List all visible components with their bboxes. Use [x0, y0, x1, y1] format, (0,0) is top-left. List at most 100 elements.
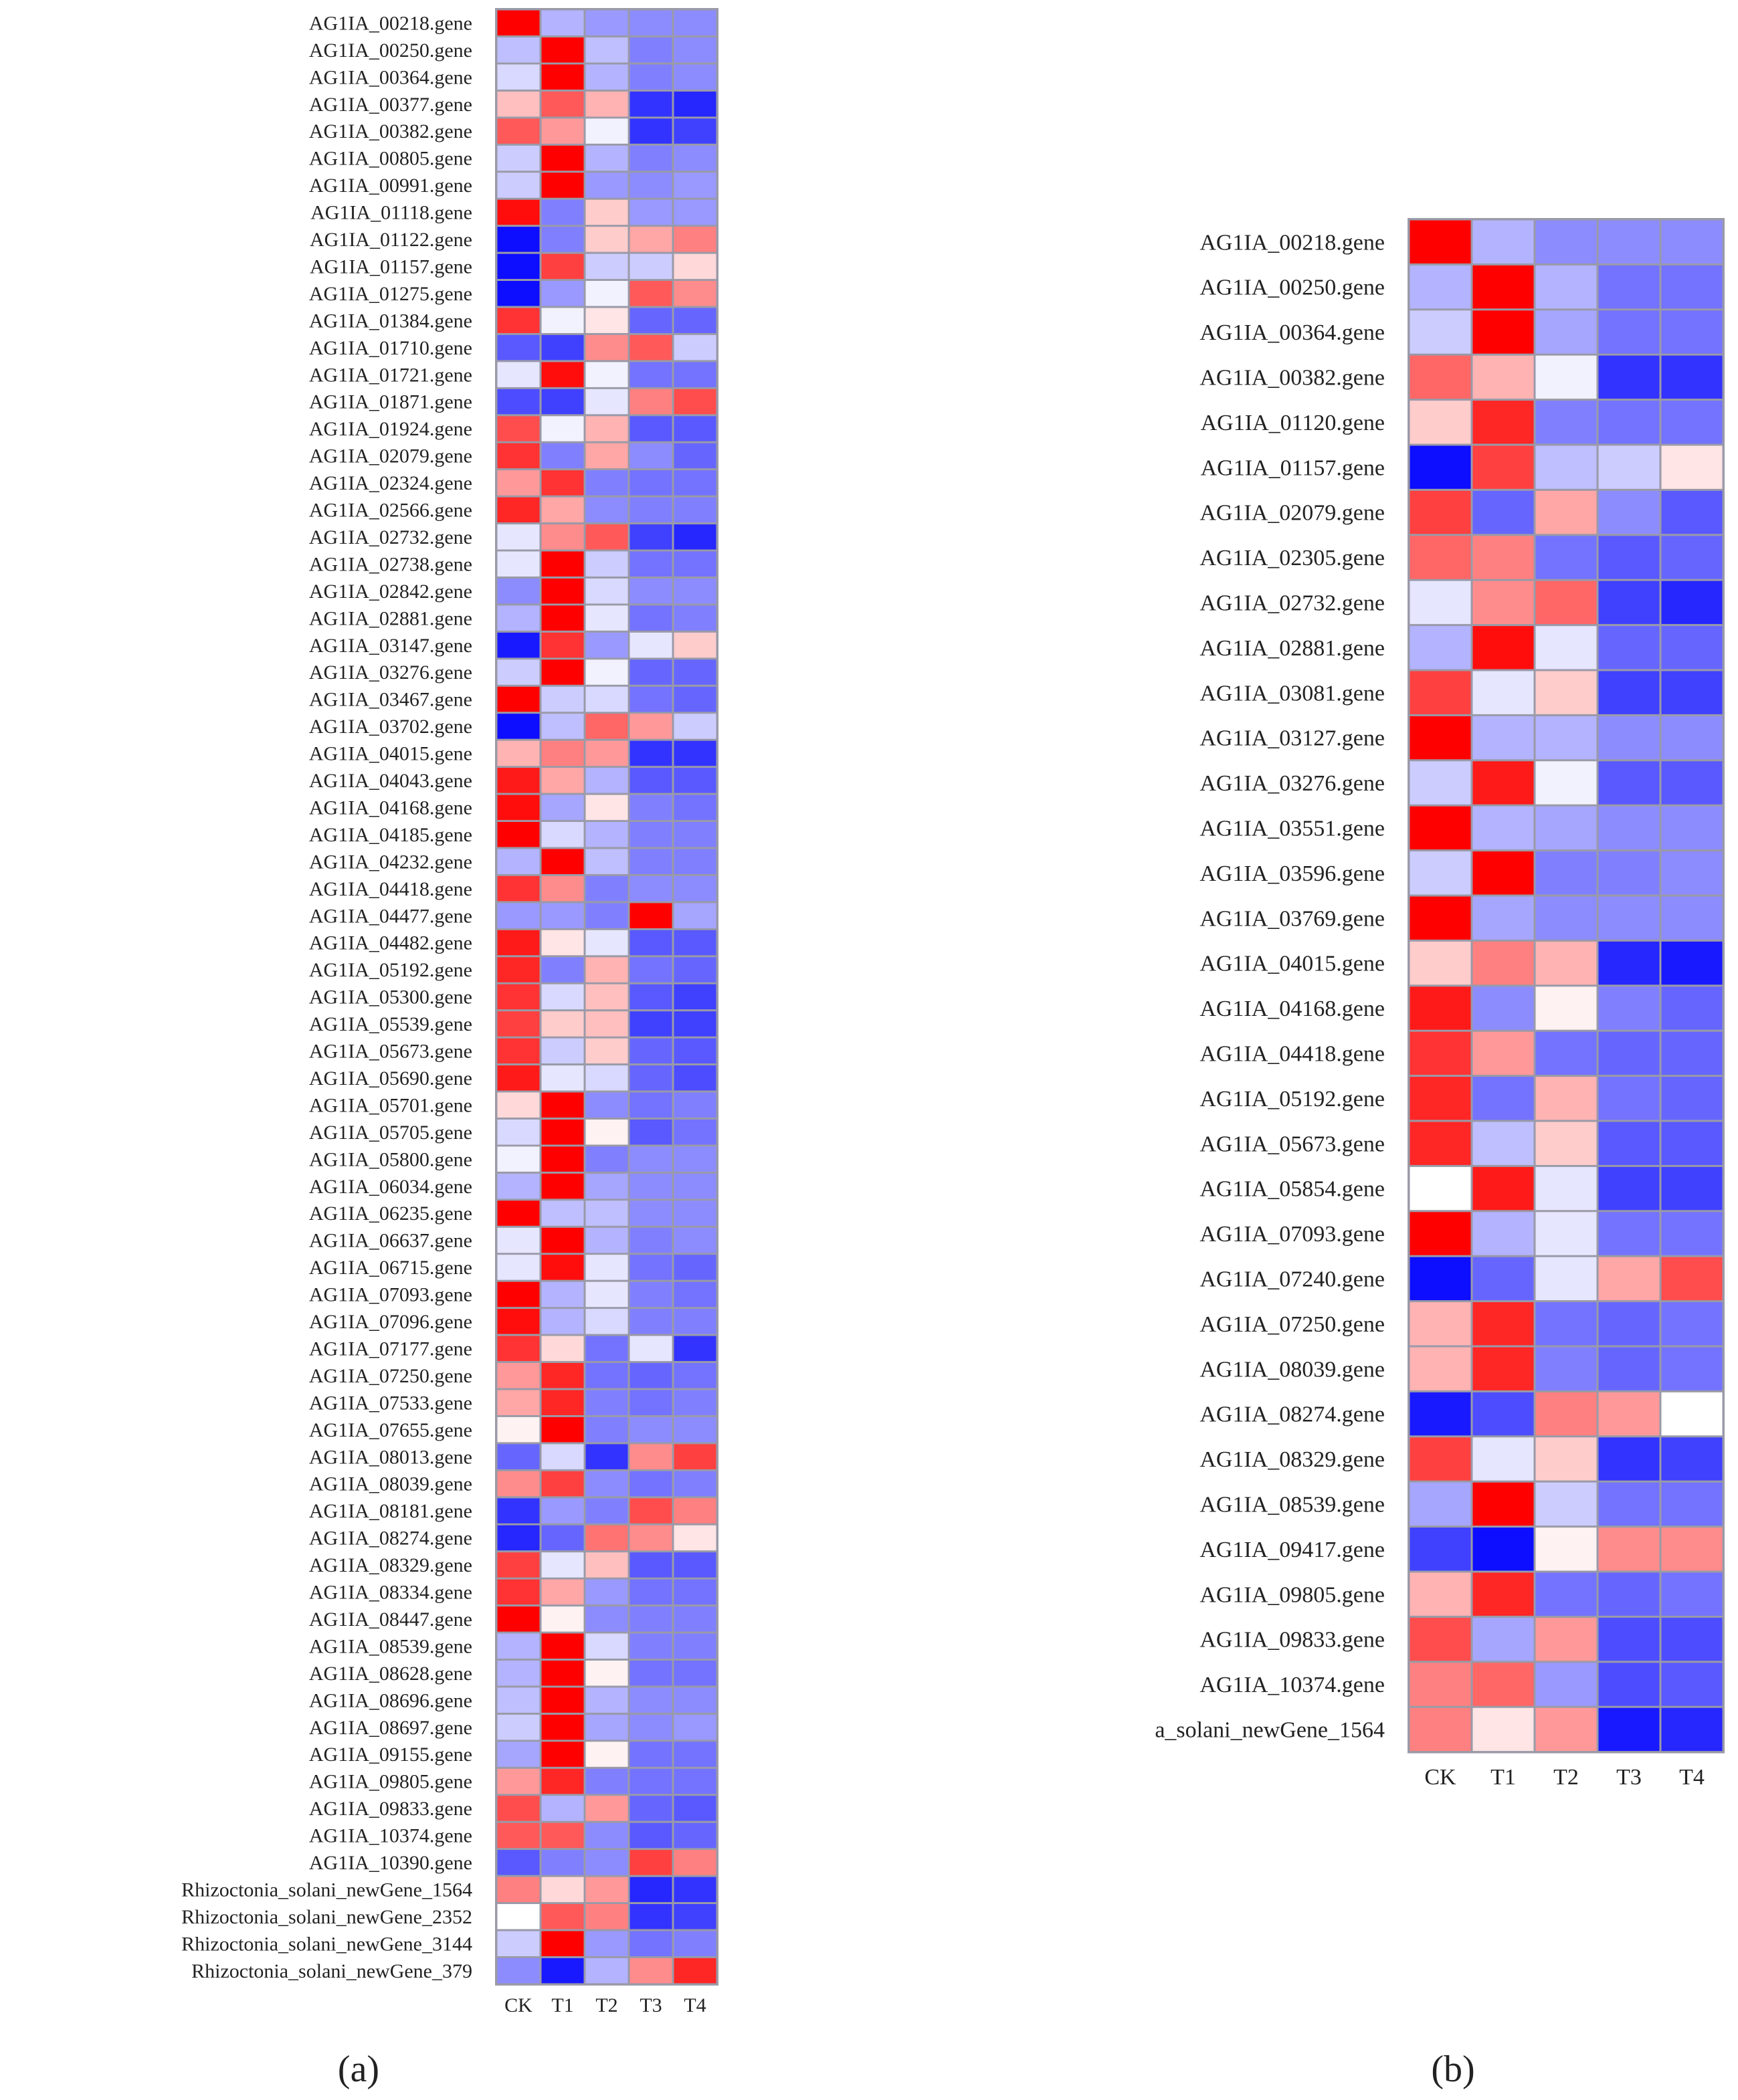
heatmap-cell-a-r8-c4: [674, 227, 716, 252]
heatmap-cell-a-r41-c3: [630, 1120, 672, 1145]
heatmap-cell-b-r18-c0: [1410, 1031, 1471, 1075]
heatmap-cell-a-r12-c0: [497, 334, 540, 360]
heatmap-cell-a-r14-c0: [497, 389, 540, 415]
heatmap-cell-a-r48-c1: [541, 1309, 584, 1334]
heatmap-cell-a-r9-c0: [497, 253, 540, 280]
row-label-a: AG1IA_01924.gene: [309, 418, 472, 440]
heatmap-cell-a-r15-c2: [585, 416, 628, 441]
heatmap-cell-b-r32-c1: [1472, 1663, 1534, 1706]
heatmap-cell-b-r9-c1: [1472, 626, 1534, 669]
heatmap-cell-a-r20-c3: [630, 551, 672, 576]
heatmap-cell-b-r16-c1: [1472, 941, 1534, 985]
heatmap-cell-b-r3-c2: [1535, 355, 1597, 399]
heatmap-cell-b-r29-c3: [1598, 1528, 1660, 1571]
heatmap-cell-a-r49-c4: [674, 1336, 716, 1362]
heatmap-cell-a-r67-c0: [497, 1822, 540, 1849]
heatmap-cell-a-r13-c0: [497, 362, 540, 387]
heatmap-cell-a-r10-c2: [585, 281, 628, 306]
heatmap-cell-a-r2-c2: [585, 64, 628, 90]
heatmap-cell-a-r5-c2: [585, 145, 628, 171]
heatmap-cell-a-r26-c4: [674, 714, 716, 739]
heatmap-cell-b-r28-c4: [1661, 1482, 1723, 1526]
row-label-a: AG1IA_07096.gene: [309, 1311, 472, 1333]
heatmap-cell-b-r31-c0: [1410, 1617, 1471, 1661]
heatmap-cell-b-r22-c2: [1535, 1212, 1597, 1255]
row-label-a: AG1IA_07655.gene: [309, 1419, 472, 1441]
heatmap-cell-b-r7-c4: [1661, 536, 1723, 579]
heatmap-cell-a-r27-c0: [497, 740, 540, 766]
row-label-a: AG1IA_04185.gene: [309, 824, 472, 846]
row-label-a: AG1IA_01118.gene: [310, 202, 472, 224]
column-label-a-t4: T4: [684, 1994, 706, 2016]
row-label-a: AG1IA_03147.gene: [309, 635, 472, 657]
heatmap-cell-a-r26-c1: [541, 714, 584, 739]
heatmap-cell-b-r27-c0: [1410, 1437, 1471, 1481]
row-label-a: AG1IA_04418.gene: [309, 878, 472, 900]
heatmap-cell-b-r0-c4: [1661, 220, 1723, 264]
heatmap-cell-b-r22-c4: [1661, 1212, 1723, 1255]
heatmap-cell-a-r65-c4: [674, 1768, 716, 1794]
heatmap-cell-a-r50-c1: [541, 1363, 584, 1388]
heatmap-cell-a-r9-c4: [674, 253, 716, 280]
heatmap-cell-a-r61-c3: [630, 1661, 672, 1686]
heatmap-cell-a-r30-c0: [497, 822, 540, 847]
row-label-a: AG1IA_09833.gene: [309, 1798, 472, 1820]
heatmap-cell-b-r10-c1: [1472, 671, 1534, 714]
heatmap-cell-b-r10-c3: [1598, 671, 1660, 714]
heatmap-cell-a-r31-c3: [630, 849, 672, 874]
heatmap-cell-a-r24-c1: [541, 659, 584, 685]
row-label-a: Rhizoctonia_solani_newGene_2352: [181, 1906, 472, 1928]
heatmap-cell-b-r25-c3: [1598, 1347, 1660, 1390]
heatmap-cell-a-r6-c2: [585, 173, 628, 198]
heatmap-cell-a-r21-c0: [497, 579, 540, 604]
heatmap-cell-a-r33-c1: [541, 903, 584, 928]
heatmap-cell-a-r47-c2: [585, 1281, 628, 1307]
heatmap-cell-b-r28-c3: [1598, 1482, 1660, 1526]
heatmap-cell-a-r41-c0: [497, 1120, 540, 1145]
heatmap-cell-a-r43-c3: [630, 1173, 672, 1199]
heatmap-cell-a-r2-c4: [674, 64, 716, 90]
heatmap-cell-a-r70-c4: [674, 1904, 716, 1929]
heatmap-cell-a-r7-c2: [585, 199, 628, 225]
row-label-b: AG1IA_02732.gene: [1199, 591, 1385, 616]
heatmap-panel-b: AG1IA_00218.gene AG1IA_00250.gene AG1IA_00…: [1155, 218, 1725, 1790]
row-label-b: AG1IA_09417.gene: [1199, 1538, 1385, 1562]
heatmap-cell-a-r43-c4: [674, 1173, 716, 1199]
heatmap-cell-a-r49-c0: [497, 1336, 540, 1362]
row-label-a: AG1IA_05300.gene: [309, 986, 472, 1009]
row-label-b: AG1IA_02305.gene: [1199, 546, 1385, 570]
heatmap-cell-a-r44-c1: [541, 1200, 584, 1226]
heatmap-cell-b-r16-c0: [1410, 941, 1471, 985]
heatmap-cell-a-r42-c0: [497, 1146, 540, 1172]
heatmap-cell-a-r28-c4: [674, 768, 716, 793]
heatmap-cell-a-r60-c2: [585, 1633, 628, 1659]
row-label-b: AG1IA_03769.gene: [1199, 906, 1385, 931]
heatmap-cell-a-r54-c2: [585, 1471, 628, 1497]
heatmap-cell-b-r17-c1: [1472, 986, 1534, 1030]
row-label-a: AG1IA_01122.gene: [310, 229, 472, 251]
heatmap-cell-a-r57-c2: [585, 1552, 628, 1578]
heatmap-cell-a-r62-c1: [541, 1687, 584, 1713]
heatmap-cell-b-r28-c1: [1472, 1482, 1534, 1526]
row-label-a: AG1IA_05705.gene: [309, 1122, 472, 1144]
heatmap-cell-a-r4-c2: [585, 118, 628, 144]
heatmap-cell-a-r5-c3: [630, 145, 672, 171]
heatmap-cell-a-r23-c3: [630, 632, 672, 658]
row-label-a: AG1IA_07250.gene: [309, 1365, 472, 1387]
heatmap-cell-a-r35-c0: [497, 957, 540, 982]
heatmap-cell-a-r19-c4: [674, 524, 716, 550]
heatmap-cell-b-r9-c4: [1661, 626, 1723, 669]
row-label-a: AG1IA_01710.gene: [309, 337, 472, 359]
heatmap-cell-a-r71-c4: [674, 1931, 716, 1956]
heatmap-cell-b-r7-c0: [1410, 536, 1471, 579]
heatmap-cell-a-r33-c3: [630, 903, 672, 928]
heatmap-cell-a-r11-c3: [630, 308, 672, 333]
heatmap-cell-a-r47-c3: [630, 1281, 672, 1307]
row-label-a: AG1IA_02732.gene: [309, 526, 472, 548]
heatmap-cell-a-r53-c0: [497, 1444, 540, 1469]
heatmap-cell-a-r29-c4: [674, 795, 716, 821]
heatmap-cell-a-r52-c2: [585, 1416, 628, 1443]
heatmap-cell-a-r17-c3: [630, 470, 672, 496]
heatmap-cell-a-r61-c1: [541, 1661, 584, 1686]
heatmap-cell-a-r64-c3: [630, 1742, 672, 1767]
